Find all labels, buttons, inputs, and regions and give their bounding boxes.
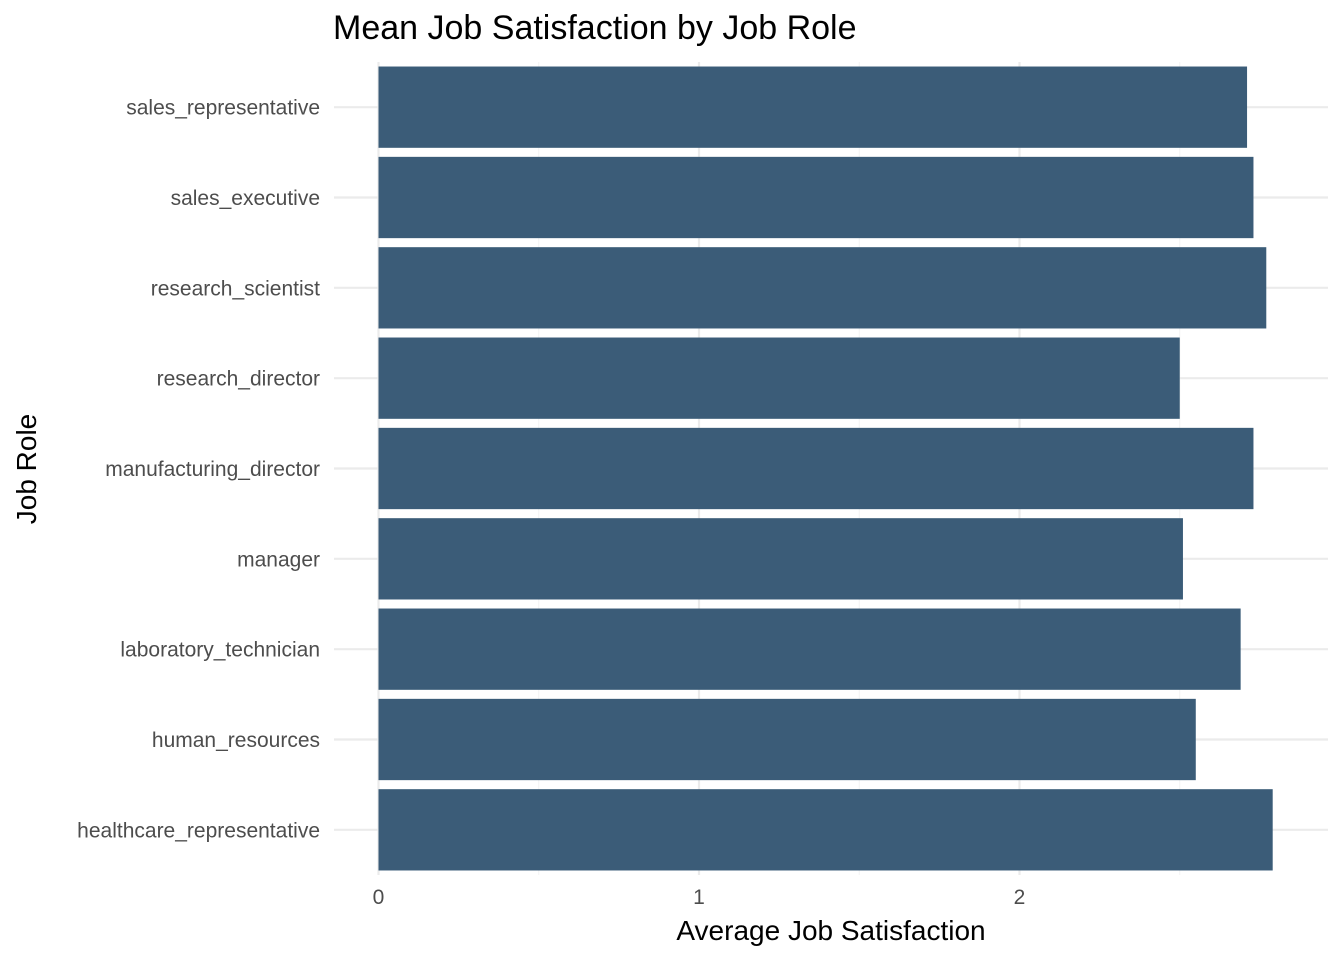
bar-research-director <box>378 337 1180 419</box>
y-axis-tick-labels: healthcare_representative human_resources… <box>77 97 320 843</box>
bar-manufacturing-director <box>378 427 1254 510</box>
y-tick-label: sales_representative <box>126 97 320 120</box>
x-axis-title: Average Job Satisfaction <box>676 915 985 946</box>
y-tick-label: laboratory_technician <box>120 639 320 662</box>
y-tick-label: manufacturing_director <box>105 458 320 481</box>
y-tick-label: manager <box>237 548 320 571</box>
y-tick-label: healthcare_representative <box>77 819 320 842</box>
bar-manager <box>378 518 1183 600</box>
bar-laboratory-technician <box>378 608 1241 690</box>
bar-sales-representative <box>378 66 1248 148</box>
x-axis-tick-labels: 0 1 2 <box>373 886 1026 909</box>
y-tick-label: research_director <box>157 368 320 391</box>
bars <box>378 66 1273 871</box>
bar-human-resources <box>378 698 1196 781</box>
x-tick-label: 1 <box>693 886 705 909</box>
chart-title: Mean Job Satisfaction by Job Role <box>333 9 857 47</box>
x-tick-label: 2 <box>1014 886 1026 909</box>
bar-research-scientist <box>378 247 1267 329</box>
y-tick-label: human_resources <box>152 729 320 752</box>
bar-healthcare-representative <box>378 789 1273 871</box>
y-axis-title: Job Role <box>11 414 42 525</box>
y-tick-label: research_scientist <box>151 277 320 300</box>
x-tick-label: 0 <box>373 886 385 909</box>
y-tick-label: sales_executive <box>171 187 320 210</box>
bar-sales-executive <box>378 156 1254 239</box>
